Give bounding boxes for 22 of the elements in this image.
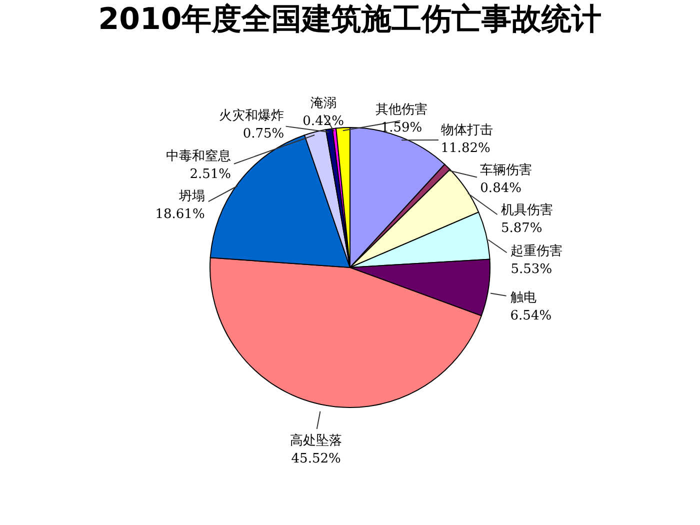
data-label: 6.54% [510, 308, 552, 324]
data-label: 45.52% [291, 452, 341, 467]
data-label: 18.61% [155, 207, 205, 222]
data-label: 2.51% [190, 166, 232, 182]
slice-label: 起重伤害 [510, 243, 563, 260]
slice-label: 中毒和窒息 [166, 148, 232, 164]
slice-label: 火灾和爆炸 [219, 107, 284, 124]
slice-label: 淹溺 [310, 96, 336, 111]
slice-label: 物体打击 [440, 123, 493, 138]
data-label: 1.59% [380, 120, 422, 136]
data-label: 5.53% [510, 262, 552, 278]
data-label: 5.87% [500, 221, 542, 236]
data-label: 11.82% [440, 141, 490, 156]
chart-title: 2010年度全国建筑施工伤亡事故统计 [98, 2, 602, 37]
data-label: 0.84% [480, 181, 522, 196]
slice-label: 坍塌 [178, 189, 205, 204]
data-label: 0.75% [242, 126, 284, 142]
slice-label: 触电 [510, 290, 536, 306]
slice-label: 其他伤害 [376, 101, 428, 118]
slice-label: 机具伤害 [500, 202, 553, 218]
slice-label: 高处坠落 [290, 432, 342, 449]
slice-label: 车辆伤害 [480, 162, 532, 178]
